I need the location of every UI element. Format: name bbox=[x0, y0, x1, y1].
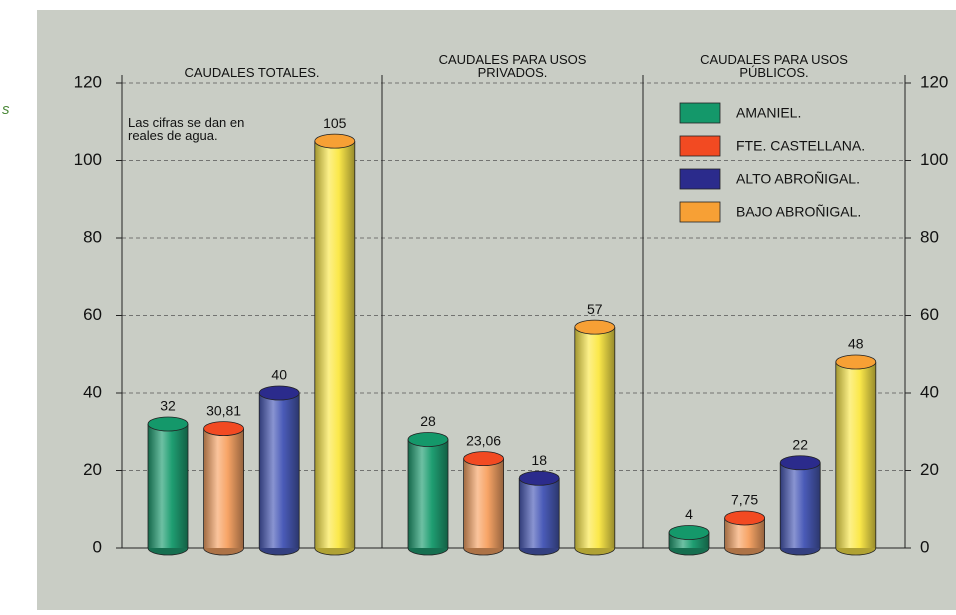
bar-top bbox=[407, 432, 449, 447]
y2-tick-label: 60 bbox=[920, 305, 939, 324]
bar bbox=[574, 327, 615, 548]
y-tick-label: 100 bbox=[74, 150, 102, 169]
y-tick-label: 0 bbox=[93, 537, 102, 556]
bar bbox=[463, 458, 504, 548]
legend-label: BAJO ABROÑIGAL. bbox=[736, 204, 861, 220]
y2-tick-label: 20 bbox=[920, 460, 939, 479]
value-label: 4 bbox=[685, 506, 693, 522]
y-tick-label: 40 bbox=[83, 382, 102, 401]
legend-swatch bbox=[679, 102, 721, 124]
value-label: 32 bbox=[160, 398, 176, 414]
bar bbox=[408, 439, 448, 548]
value-label: 105 bbox=[323, 115, 347, 131]
bar-top bbox=[724, 510, 765, 526]
y2-tick-label: 0 bbox=[920, 537, 929, 556]
y2-tick-label: 120 bbox=[920, 72, 948, 91]
y-tick-label: 120 bbox=[74, 72, 102, 91]
legend-swatch bbox=[679, 168, 721, 190]
bar bbox=[203, 428, 244, 548]
bar-top bbox=[147, 416, 189, 432]
legend-label: AMANIEL. bbox=[736, 105, 801, 121]
category-title: CAUDALES PARA USOS PÚBLICOS. bbox=[700, 52, 848, 80]
legend-label: ALTO ABROÑIGAL. bbox=[736, 171, 860, 187]
y-tick-label: 20 bbox=[83, 460, 102, 479]
y2-tick-label: 100 bbox=[920, 150, 948, 169]
value-label: 7,75 bbox=[731, 492, 758, 508]
legend-swatch bbox=[679, 201, 721, 223]
bar bbox=[519, 478, 560, 548]
value-label: 28 bbox=[420, 413, 436, 429]
y2-tick-label: 80 bbox=[920, 227, 939, 246]
value-label: 30,81 bbox=[206, 402, 241, 418]
edge-text: s bbox=[2, 101, 10, 118]
y-tick-label: 80 bbox=[83, 227, 102, 246]
bar-top bbox=[314, 133, 356, 149]
value-label: 57 bbox=[587, 301, 603, 317]
category-title: CAUDALES TOTALES. bbox=[184, 65, 320, 80]
bar-top bbox=[574, 319, 616, 335]
bar-top bbox=[668, 525, 710, 540]
legend-label: FTE. CASTELLANA. bbox=[736, 138, 865, 154]
y2-tick-label: 40 bbox=[920, 382, 939, 401]
value-label: 23,06 bbox=[466, 432, 501, 448]
y-tick-label: 60 bbox=[83, 305, 102, 324]
annotation: Las cifras se dan en reales de agua. bbox=[128, 115, 245, 143]
bar bbox=[148, 424, 188, 548]
bar-top bbox=[835, 354, 877, 370]
bar bbox=[259, 393, 300, 548]
bar bbox=[835, 362, 876, 548]
bar bbox=[314, 141, 355, 548]
bar-top bbox=[258, 385, 300, 401]
value-label: 18 bbox=[531, 452, 547, 468]
bar bbox=[780, 462, 821, 548]
value-label: 22 bbox=[792, 436, 808, 452]
category-title: CAUDALES PARA USOS PRIVADOS. bbox=[438, 52, 587, 80]
bar-top bbox=[518, 470, 560, 486]
bar-top bbox=[779, 455, 821, 471]
value-label: 48 bbox=[848, 336, 864, 352]
legend-swatch bbox=[679, 135, 721, 157]
bar-top bbox=[203, 421, 245, 437]
bar-top bbox=[463, 451, 505, 467]
value-label: 40 bbox=[271, 367, 287, 383]
